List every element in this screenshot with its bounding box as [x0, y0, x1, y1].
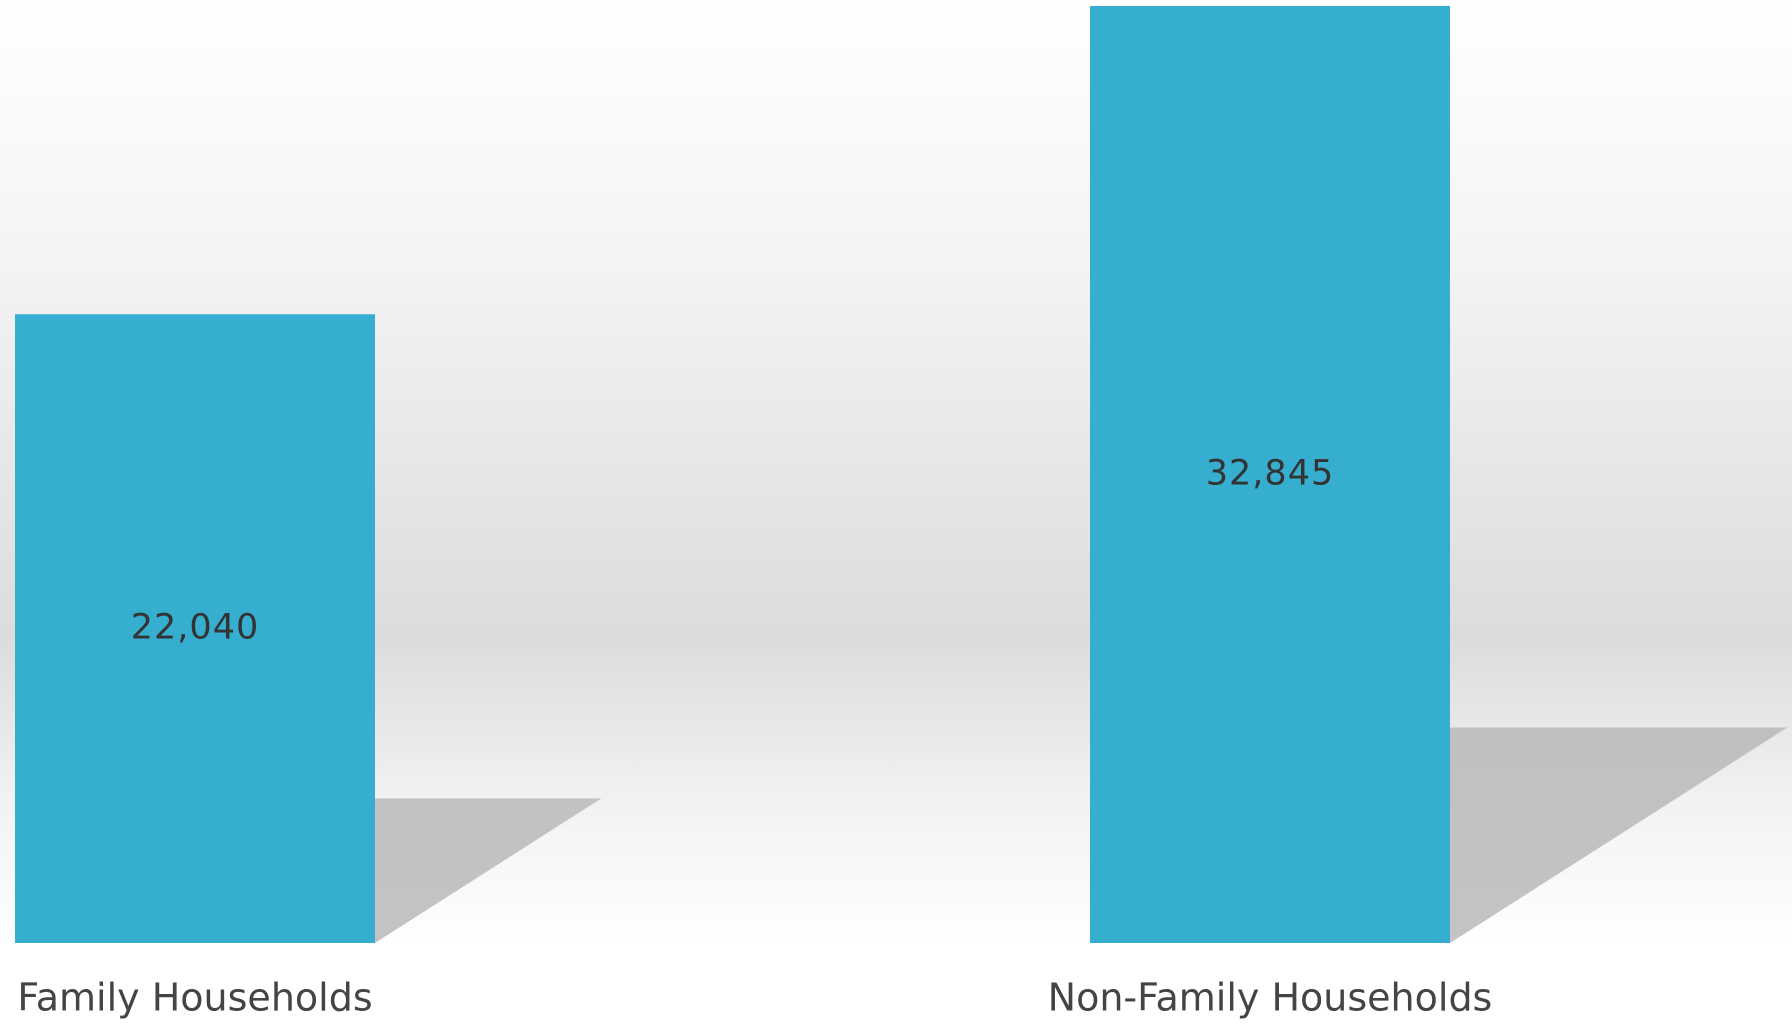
bar [15, 314, 375, 943]
value-label: 32,845 [1206, 454, 1334, 494]
value-label: 22,040 [131, 608, 259, 648]
category-label: Non-Family Households [1048, 976, 1493, 1020]
bar-shadow [375, 798, 602, 943]
bar-shadow [1450, 727, 1788, 943]
bar [1090, 6, 1450, 943]
category-label: Family Households [17, 976, 372, 1020]
